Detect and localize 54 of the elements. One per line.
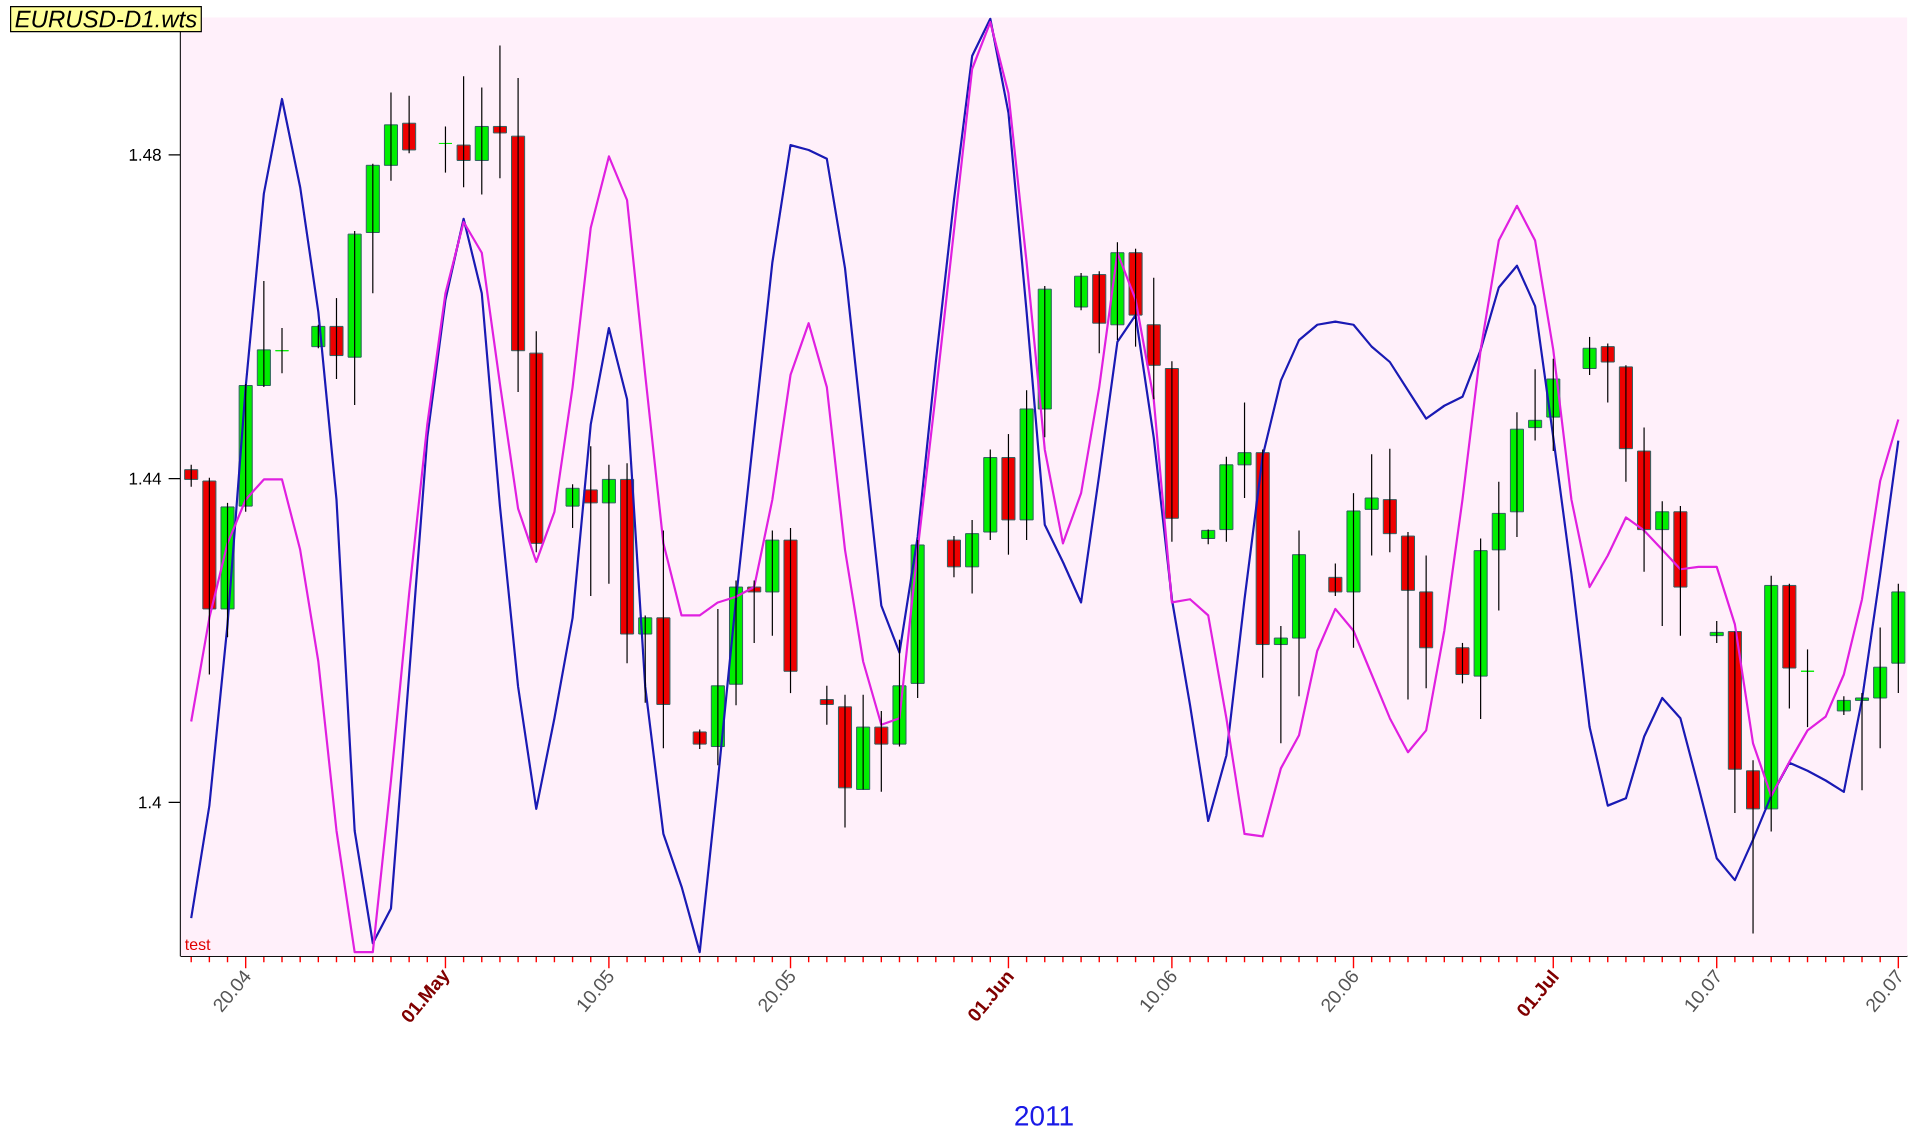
candlestick [1092,270,1107,354]
y-tick-label: 1.48 [129,148,161,161]
candlestick [492,44,507,179]
chart-title: EURUSD-D1.wts [15,10,197,28]
candlestick [456,75,471,188]
x-axis-title: 2011 [1015,1105,1073,1126]
y-tick-label: 1.4 [139,796,162,809]
candlestick [1273,625,1288,744]
candlestick [274,327,290,374]
candlestick [1128,248,1143,348]
candlestick [1673,505,1688,637]
candlestick [1419,554,1434,689]
candlestick [1364,453,1379,556]
candlestick [765,529,780,637]
candlestick [1854,692,1870,791]
candlestick [1800,648,1815,728]
candlestick [1237,401,1252,499]
candlestick [1382,447,1397,553]
candlestick [874,710,889,793]
annotation: test [185,939,211,950]
candlestick [1001,433,1016,556]
candlestick [1455,642,1470,684]
candlestick [983,448,998,541]
candlestick [1019,389,1034,541]
candlestick [1328,562,1343,597]
candlestick [856,694,871,790]
candlestick [474,86,489,195]
candlestick [656,529,671,749]
candlestick [565,483,580,529]
candlestick [329,297,344,380]
candlestick [583,445,598,597]
y-tick-label: 1.44 [129,472,162,485]
candlestick [1146,277,1161,400]
candlestick [1473,537,1488,720]
candlestick [1582,336,1597,376]
candlestick [1491,481,1506,612]
candlestick [819,685,834,726]
candlestick [1782,583,1797,709]
candlestick [1655,500,1670,627]
candlestick [529,330,544,553]
candlestick [692,728,707,750]
candlestick [1600,342,1615,404]
candlestick [438,125,453,174]
candlestick [1873,626,1888,749]
candlestick [783,527,798,694]
candlestick [1346,492,1361,649]
candlestick [347,230,362,406]
candlestick [202,477,217,675]
candlestick [1836,695,1851,716]
candlestick [365,163,380,294]
candlestick [1891,583,1906,694]
candlestick [184,464,199,488]
candlestick [892,638,907,748]
candlestick [1219,456,1234,543]
